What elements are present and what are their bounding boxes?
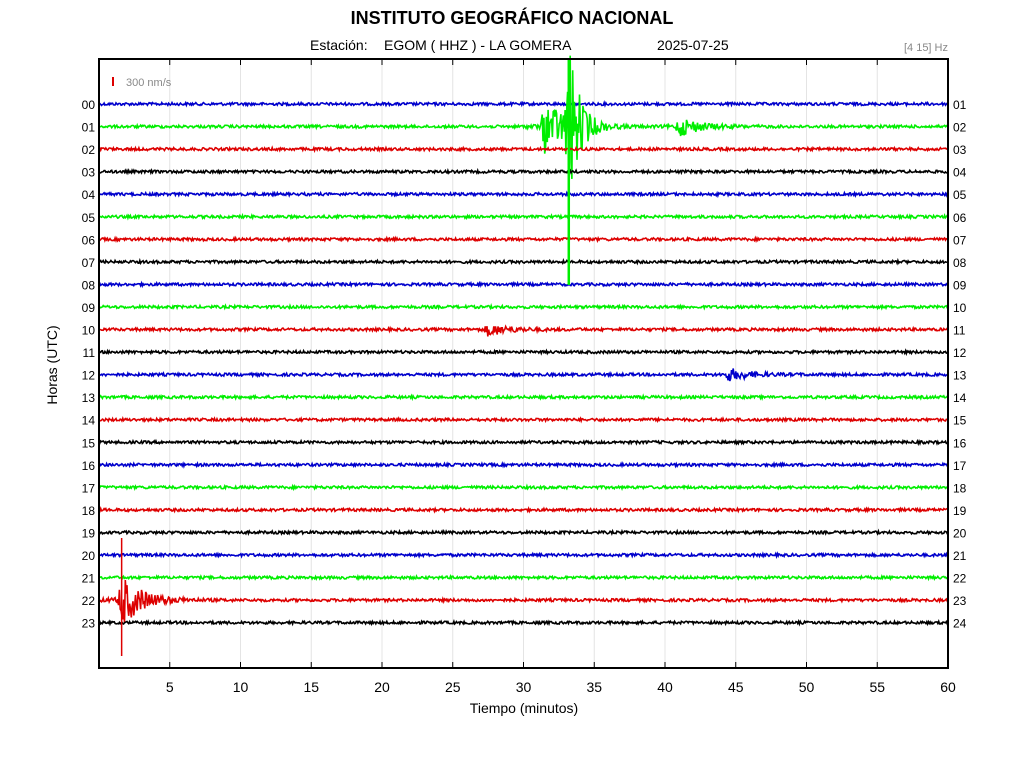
hour-label-left: 17 (82, 481, 96, 495)
trace-hour-09 (98, 303, 949, 311)
hour-label-left: 01 (82, 121, 96, 135)
trace-hour-05 (98, 212, 949, 221)
trace-hour-07 (98, 257, 949, 266)
x-tick-label: 30 (516, 679, 532, 695)
trace-hour-13 (99, 393, 949, 402)
hour-label-left: 23 (82, 617, 96, 631)
x-tick-label: 10 (233, 679, 249, 695)
x-tick-label: 15 (303, 679, 319, 695)
station-name: EGOM ( HHZ ) - LA GOMERA (384, 37, 572, 53)
hour-label-left: 14 (82, 414, 96, 428)
hour-label-left: 08 (82, 278, 96, 292)
hour-label-left: 11 (83, 346, 96, 360)
hour-label-left: 21 (82, 572, 96, 586)
trace-hour-06 (98, 235, 949, 244)
hour-label-left: 10 (82, 324, 96, 338)
hour-label-right: 10 (953, 301, 967, 315)
x-axis-label: Tiempo (minutos) (469, 700, 579, 716)
trace-hour-18 (98, 505, 949, 514)
trace-hour-12 (98, 368, 949, 382)
x-tick-label: 5 (166, 679, 174, 695)
x-tick-label: 25 (445, 679, 461, 695)
x-tick-label: 60 (940, 679, 956, 695)
hour-label-right: 01 (953, 98, 967, 112)
hour-label-left: 02 (82, 143, 96, 157)
hour-label-right: 21 (953, 549, 967, 563)
station-prefix: Estación: (310, 37, 368, 53)
hour-label-right: 20 (953, 526, 967, 540)
hour-label-left: 06 (82, 233, 96, 247)
hour-label-left: 15 (82, 436, 96, 450)
hour-label-right: 02 (953, 121, 967, 135)
hour-label-right: 05 (953, 188, 967, 202)
hour-label-left: 22 (82, 594, 96, 608)
hour-label-right: 19 (953, 504, 967, 518)
hour-label-right: 15 (953, 414, 967, 428)
hour-label-right: 06 (953, 211, 967, 225)
hour-label-left: 09 (82, 301, 96, 315)
hour-label-left: 07 (82, 256, 96, 270)
trace-hour-08 (98, 280, 949, 289)
hour-label-left: 16 (82, 459, 96, 473)
hour-label-left: 13 (82, 391, 96, 405)
trace-hour-19 (98, 528, 949, 537)
x-tick-label: 50 (799, 679, 815, 695)
band-label: [4 15] Hz (903, 42, 948, 54)
y-axis-label: Horas (UTC) (44, 325, 60, 405)
hour-label-right: 24 (953, 617, 967, 631)
trace-hour-11 (98, 348, 949, 357)
hour-label-right: 09 (953, 278, 967, 292)
hour-label-right: 03 (953, 143, 967, 157)
trace-hour-15 (98, 438, 949, 447)
hour-label-left: 03 (82, 166, 96, 180)
hour-label-right: 04 (953, 166, 967, 180)
trace-hour-02 (98, 145, 949, 154)
hour-label-right: 22 (953, 572, 967, 586)
trace-hour-03 (98, 167, 949, 176)
hour-label-right: 07 (953, 233, 967, 247)
hour-label-left: 00 (82, 98, 96, 112)
x-tick-label: 20 (374, 679, 390, 695)
scale-label: 300 nm/s (126, 77, 172, 89)
x-tick-label: 40 (657, 679, 673, 695)
hour-label-left: 04 (82, 188, 96, 202)
trace-hour-16 (98, 460, 949, 469)
hour-label-right: 16 (953, 436, 967, 450)
page-title: INSTITUTO GEOGRÁFICO NACIONAL (350, 8, 674, 28)
trace-hour-22 (98, 579, 949, 624)
trace-hour-20 (98, 551, 949, 560)
hour-label-left: 20 (82, 549, 96, 563)
trace-hour-10 (98, 324, 949, 337)
date-label: 2025-07-25 (657, 37, 729, 53)
hour-label-right: 08 (953, 256, 967, 270)
hour-label-left: 05 (82, 211, 96, 225)
trace-hour-00 (98, 99, 949, 108)
hour-label-left: 19 (82, 526, 96, 540)
trace-hour-17 (98, 483, 949, 492)
hour-label-right: 13 (953, 369, 967, 383)
x-tick-label: 35 (586, 679, 602, 695)
hour-label-right: 17 (953, 459, 967, 473)
x-tick-label: 45 (728, 679, 744, 695)
trace-hour-04 (98, 190, 949, 199)
x-tick-label: 55 (869, 679, 885, 695)
trace-hour-01 (98, 55, 949, 179)
hour-label-right: 12 (953, 346, 967, 360)
hour-label-right: 23 (953, 594, 967, 608)
trace-hour-14 (98, 416, 949, 424)
hour-label-right: 14 (953, 391, 967, 405)
trace-hour-21 (98, 573, 949, 582)
hour-label-right: 18 (953, 481, 967, 495)
hour-label-left: 12 (82, 369, 96, 383)
hour-label-right: 11 (953, 324, 966, 338)
hour-label-left: 18 (82, 504, 96, 518)
trace-hour-23 (98, 618, 949, 627)
